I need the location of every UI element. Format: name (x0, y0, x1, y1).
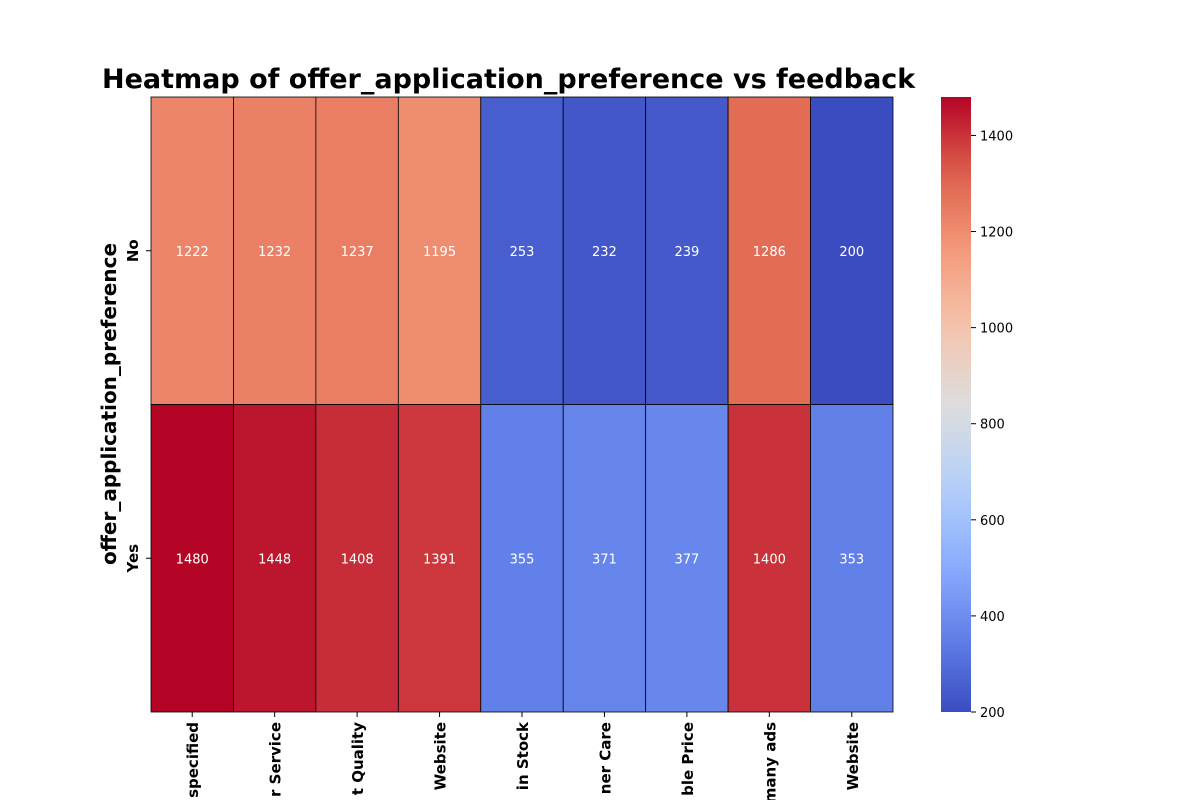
column-tick-label: t Quality (349, 722, 367, 795)
heatmap-cell (315, 404, 399, 713)
column-labels: specified r Service t Quality Website in Sto… (184, 712, 862, 800)
row-tick-label: No (124, 239, 142, 262)
heatmap-cell (397, 404, 482, 713)
heatmap-cell (727, 96, 811, 405)
cell-value-label: 353 (839, 552, 864, 567)
heatmap-cell (397, 96, 482, 405)
heatmap-cell (480, 404, 564, 713)
column-tick-label: Website (844, 722, 862, 790)
cell-value-label: 1232 (258, 245, 291, 260)
cell-value-label: 1237 (341, 245, 374, 260)
cell-value-label: 355 (510, 552, 535, 567)
cell-value-label: 253 (510, 245, 535, 260)
heatmap-cell (810, 404, 894, 713)
heatmap-cell (645, 96, 729, 405)
column-tick-label: many ads (761, 722, 779, 800)
cell-value-label: 1391 (423, 552, 456, 567)
column-tick-label: in Stock (514, 721, 532, 790)
heatmap-cell (480, 96, 564, 405)
colorbar-tick-label: 1000 (980, 322, 1013, 337)
colorbar-gradient (941, 97, 971, 712)
heatmap-cell (562, 404, 647, 713)
row-tick-label: Yes (124, 544, 142, 574)
column-tick-label: specified (184, 722, 202, 798)
cell-value-label: 377 (674, 552, 699, 567)
cell-value-label: 1448 (258, 552, 291, 567)
column-tick-label: ner Care (596, 722, 614, 794)
column-tick-label: Website (432, 722, 450, 790)
colorbar-tick-label: 1400 (980, 129, 1013, 144)
cell-value-label: 1195 (423, 245, 456, 260)
colorbar-tick-label: 400 (980, 610, 1005, 625)
heatmap-cell (233, 96, 317, 405)
cell-value-label: 1222 (176, 245, 209, 260)
y-axis-label: offer_application_preference (97, 243, 121, 565)
heatmap-cells: 1222 1232 1237 1195 253 232 239 1286 200 1480 1448… (150, 96, 894, 713)
column-tick-label: r Service (267, 722, 285, 797)
colorbar: 200 400 600 800 1000 1200 1400 (941, 97, 1013, 721)
cell-value-label: 1400 (753, 552, 786, 567)
colorbar-tick-label: 600 (980, 514, 1005, 529)
column-tick-label: ble Price (679, 722, 697, 796)
heatmap-cell (150, 404, 234, 713)
row-labels: No Yes (124, 239, 151, 574)
colorbar-tick-label: 800 (980, 418, 1005, 433)
heatmap-cell (727, 404, 811, 713)
heatmap-cell (562, 96, 647, 405)
cell-value-label: 1408 (341, 552, 374, 567)
chart-title: Heatmap of offer_application_preference … (102, 64, 916, 95)
cell-value-label: 239 (674, 245, 699, 260)
heatmap-cell (645, 404, 729, 713)
cell-value-label: 1480 (176, 552, 209, 567)
cell-value-label: 1286 (753, 245, 786, 260)
cell-value-label: 371 (592, 552, 617, 567)
colorbar-tick-label: 1200 (980, 226, 1013, 241)
heatmap-cell (150, 96, 234, 405)
cell-value-label: 200 (839, 245, 864, 260)
heatmap-cell (315, 96, 399, 405)
cell-value-label: 232 (592, 245, 617, 260)
colorbar-tick-label: 200 (980, 706, 1005, 721)
